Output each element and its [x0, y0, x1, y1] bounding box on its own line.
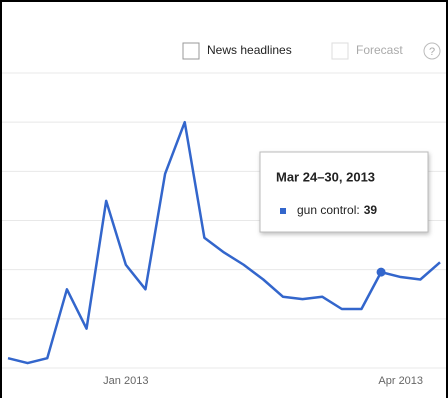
checkbox[interactable]	[182, 42, 200, 60]
tooltip-series-name: gun control	[297, 203, 356, 217]
tooltip	[259, 151, 429, 233]
news-headlines-label[interactable]: News headlines	[207, 43, 292, 57]
x-tick-label: Jan 2013	[103, 375, 148, 387]
line-series	[7, 120, 441, 365]
help-text[interactable]: ?	[429, 46, 435, 58]
tooltip-title: Mar 24–30, 2013	[276, 169, 375, 184]
tooltip-swatch	[280, 208, 286, 214]
tooltip-colon: :	[356, 203, 359, 217]
x-tick-label: Apr 2013	[378, 375, 423, 387]
checkbox-disabled	[331, 42, 349, 60]
tooltip-number: 39	[364, 203, 378, 217]
help-icon[interactable]	[423, 42, 441, 60]
highlight-point	[376, 267, 386, 277]
forecast-label: Forecast	[356, 43, 403, 57]
tooltip-value: gun control: 39	[297, 203, 377, 217]
